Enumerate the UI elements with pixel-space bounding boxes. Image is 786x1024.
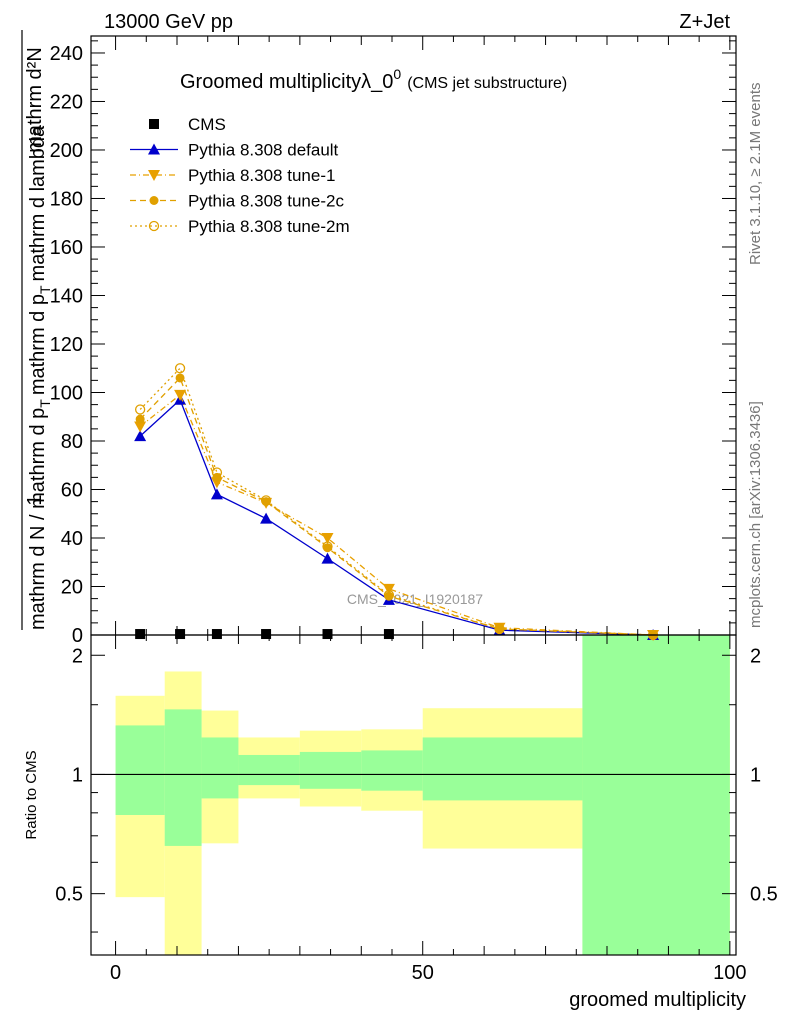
mcplots-label: mcplots.cern.ch [arXiv:1306.3436]	[747, 401, 764, 628]
header-right: Z+Jet	[679, 11, 730, 33]
legend-entry-4: Pythia 8.308 tune-2m	[130, 217, 350, 236]
ratio-ytick-label-1: 1	[72, 764, 83, 786]
series-line-3	[139, 376, 654, 636]
legend-label-4: Pythia 8.308 tune-2m	[188, 217, 350, 236]
green-band-bin-2	[201, 737, 239, 799]
legend: CMS Pythia 8.308 default Pythia 8.308 tune…	[130, 115, 350, 236]
y-label-denominator-sub2: T	[37, 285, 53, 294]
series-3-point-0	[135, 414, 145, 424]
series-0	[135, 629, 394, 640]
series-line-2	[139, 393, 654, 636]
y-label-denominator-lead: mathrm d N / mathrm d p	[27, 408, 49, 630]
green-band-bin-0	[115, 725, 165, 815]
header-left: 13000 GeV pp	[104, 11, 233, 33]
main-y-label: 1 mathrm d²N mathrm d N / mathrm d pTmat…	[21, 30, 53, 630]
series-0-point-0	[135, 629, 146, 640]
legend-marker-4	[148, 220, 160, 232]
series-4-point-0	[134, 404, 146, 415]
main-ytick-label-9: 180	[50, 188, 83, 210]
main-title: Groomed multiplicityλ_00 (CMS jet substru…	[180, 66, 567, 93]
series-2-point-4	[321, 532, 334, 544]
series-2-point-5	[382, 583, 395, 595]
series-line-4	[139, 367, 654, 636]
legend-entry-0: CMS	[149, 115, 226, 134]
series-layer	[134, 363, 660, 641]
series-3	[135, 373, 658, 640]
main-ytick-label-3: 60	[61, 479, 83, 501]
ratio-ytick-label-right-1: 1	[750, 764, 761, 786]
ratio-ytick-label-2: 2	[72, 645, 83, 667]
series-4-point-4	[322, 541, 333, 552]
ratio-frame	[90, 634, 737, 956]
legend-marker-0	[149, 119, 159, 129]
main-ytick-label-1: 20	[61, 576, 83, 598]
green-band-bin-1	[164, 709, 202, 846]
main-ytick-label-12: 240	[50, 43, 83, 65]
legend-label-3: Pythia 8.308 tune-2c	[188, 192, 344, 211]
main-ytick-label-6: 120	[50, 334, 83, 356]
main-title-text: Groomed multiplicityλ_0	[180, 71, 393, 93]
series-4-point-5	[383, 589, 395, 601]
green-band-bin-4	[299, 751, 362, 789]
main-ytick-label-2: 40	[61, 528, 83, 550]
y-label-numerator-lead: 1	[24, 494, 46, 505]
series-4-point-1	[174, 363, 186, 374]
x-axis-label: groomed multiplicity	[569, 989, 746, 1011]
series-2-point-0	[134, 421, 147, 433]
series-4-point-3	[260, 495, 272, 506]
series-1-point-0	[134, 430, 147, 442]
main-ytick-label-4: 80	[61, 431, 83, 453]
legend-entry-1: Pythia 8.308 default	[130, 141, 339, 160]
green-band-bin-3	[238, 754, 300, 786]
main-ytick-label-10: 200	[50, 140, 83, 162]
main-title-subtitle: (CMS jet substructure)	[407, 75, 567, 92]
series-2-point-1	[174, 389, 187, 401]
legend-entry-2: Pythia 8.308 tune-1	[130, 166, 335, 185]
x-tick-label-1: 50	[412, 962, 434, 984]
ratio-ytick-label-right-2: 2	[750, 645, 761, 667]
y-label-denominator-tail: mathrm d lambda	[27, 125, 49, 281]
ratio-y-label: Ratio to CMS	[23, 750, 40, 839]
main-ytick-label-0: 0	[72, 625, 83, 647]
x-tick-label-2: 100	[713, 962, 746, 984]
series-0-point-3	[261, 629, 272, 640]
legend-entry-3: Pythia 8.308 tune-2c	[130, 192, 344, 211]
rivet-label: Rivet 3.1.10, ≥ 2.1M events	[747, 83, 764, 266]
y-label-numerator: mathrm d²N	[24, 47, 46, 153]
main-ytick-label-8: 160	[50, 237, 83, 259]
main-title-superscript: 0	[393, 66, 401, 82]
main-ytick-label-5: 100	[50, 382, 83, 404]
series-line-1	[139, 398, 654, 636]
main-ytick-label-7: 140	[50, 285, 83, 307]
series-0-point-1	[175, 629, 186, 640]
y-label-denominator-sub: T	[37, 399, 53, 408]
y-label-denominator: mathrm d N / mathrm d pTmathrm d pTmathr…	[27, 125, 53, 630]
legend-label-2: Pythia 8.308 tune-1	[188, 166, 335, 185]
series-4-point-2	[211, 467, 223, 478]
legend-label-1: Pythia 8.308 default	[188, 141, 339, 160]
series-3-point-1	[175, 373, 185, 383]
series-0-point-5	[383, 629, 394, 640]
series-0-point-4	[322, 629, 333, 640]
y-label-denominator-rest: mathrm d p	[27, 294, 49, 395]
green-band-bin-7	[582, 635, 730, 955]
main-ytick-label-11: 220	[50, 91, 83, 113]
series-1-point-3	[260, 512, 273, 524]
x-tick-label-0: 0	[110, 962, 121, 984]
series-1-point-2	[210, 488, 223, 500]
ratio-ytick-label-0: 0.5	[55, 884, 83, 906]
ratio-ytick-label-right-0: 0.5	[750, 884, 778, 906]
legend-marker-1	[148, 143, 160, 155]
legend-label-0: CMS	[188, 115, 226, 134]
series-4-point-6	[494, 623, 505, 635]
series-0-point-2	[211, 629, 222, 640]
ratio-bands	[115, 635, 730, 955]
legend-marker-3	[149, 196, 159, 205]
legend-marker-2	[148, 170, 160, 181]
green-band-bin-5	[361, 750, 423, 791]
green-band-bin-6	[422, 737, 583, 801]
series-1-point-4	[321, 552, 334, 564]
